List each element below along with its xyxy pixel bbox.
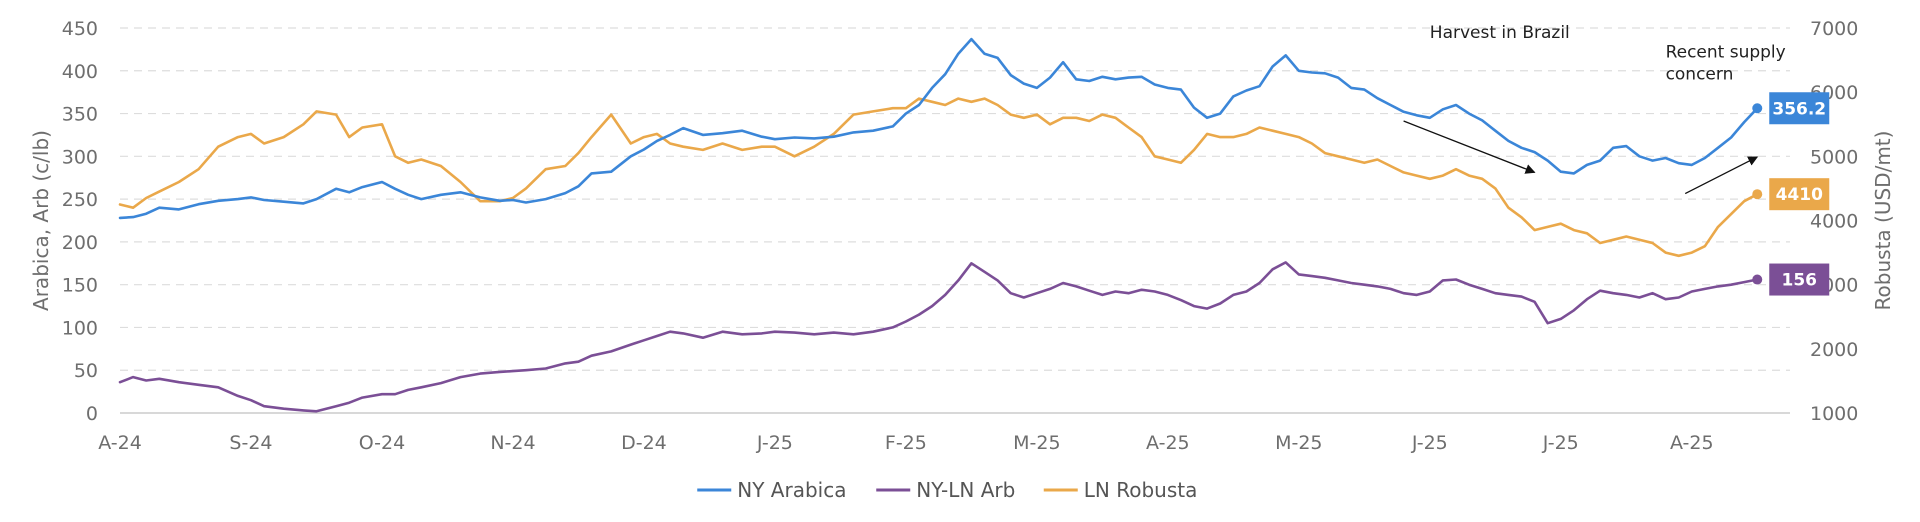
- x-tick-label: M-25: [1013, 432, 1060, 454]
- y2-tick-label: 4000: [1810, 211, 1858, 233]
- annotation-text: Recent supply: [1666, 42, 1786, 62]
- end-label-box-ln-robusta: [1769, 178, 1830, 211]
- series-lines: [118, 37, 1759, 413]
- y2-axis-title: Robusta (USD/mt): [1871, 131, 1895, 311]
- x-tick-label: O-24: [359, 432, 406, 454]
- end-point-ny-arabica: [1752, 103, 1763, 114]
- end-label-ln-robusta: 4410: [1776, 185, 1823, 205]
- y-tick-label: 150: [62, 275, 98, 297]
- annotation-text: concern: [1666, 64, 1734, 84]
- x-tick-label: M-25: [1275, 432, 1322, 454]
- end-label-box-ny-ln-arb: [1769, 263, 1830, 296]
- end-label-box-ny-arabica: [1769, 92, 1830, 125]
- x-tick-label: F-25: [885, 432, 927, 454]
- legend-label-ln-robusta: LN Robusta: [1084, 478, 1198, 502]
- legend-label-ny-arabica: NY Arabica: [737, 478, 846, 502]
- y-tick-label: 250: [62, 189, 98, 211]
- y-tick-label: 100: [62, 317, 98, 339]
- annotation-arrow: [1403, 120, 1536, 174]
- y-tick-label: 400: [62, 61, 98, 83]
- y-tick-label: 450: [62, 18, 98, 40]
- y2-tick-label: 2000: [1810, 339, 1858, 361]
- y-tick-label: 350: [62, 104, 98, 126]
- x-tick-label: J-25: [756, 432, 793, 454]
- y-tick-label: 50: [74, 360, 98, 382]
- annotation-text: Harvest in Brazil: [1430, 23, 1570, 43]
- series-line-ny-ln-arb: [118, 261, 1759, 413]
- end-label-ny-ln-arb: 156: [1782, 271, 1818, 291]
- end-label-ny-arabica: 356.2: [1772, 99, 1826, 119]
- y-axis-ticks: 0 50 100 150 200 250 300 350 400 450: [62, 18, 98, 425]
- y-axis-title: Arabica, Arb (c/lb): [29, 130, 53, 311]
- end-point-ln-robusta: [1752, 189, 1763, 200]
- x-tick-label: D-24: [621, 432, 667, 454]
- y2-tick-label: 5000: [1810, 146, 1858, 168]
- x-tick-label: N-24: [490, 432, 535, 454]
- end-value-labels: 356.2 156 4410: [1752, 92, 1830, 296]
- x-tick-label: A-25: [1670, 432, 1714, 454]
- y2-tick-label: 7000: [1810, 18, 1858, 40]
- legend-label-ny-ln-arb: NY-LN Arb: [916, 478, 1015, 502]
- series-line-ny-arabica: [118, 37, 1759, 220]
- series-line-ln-robusta: [118, 97, 1759, 258]
- gridlines: [120, 27, 1790, 371]
- legend: NY Arabica NY-LN Arb LN Robusta: [697, 478, 1197, 502]
- x-tick-label: S-24: [229, 432, 272, 454]
- y-tick-label: 300: [62, 146, 98, 168]
- x-tick-label: J-25: [1411, 432, 1448, 454]
- y2-tick-label: 1000: [1810, 403, 1858, 425]
- x-axis-ticks: A-24 S-24 O-24 N-24 D-24 J-25 F-25 M-25 A-25 M-25…: [98, 432, 1713, 454]
- x-tick-label: A-25: [1146, 432, 1190, 454]
- y-tick-label: 0: [86, 403, 98, 425]
- annotation-arrow: [1684, 156, 1759, 195]
- end-point-ny-ln-arb: [1752, 274, 1763, 285]
- x-tick-label: A-24: [98, 432, 142, 454]
- y-tick-label: 200: [62, 232, 98, 254]
- x-tick-label: J-25: [1542, 432, 1579, 454]
